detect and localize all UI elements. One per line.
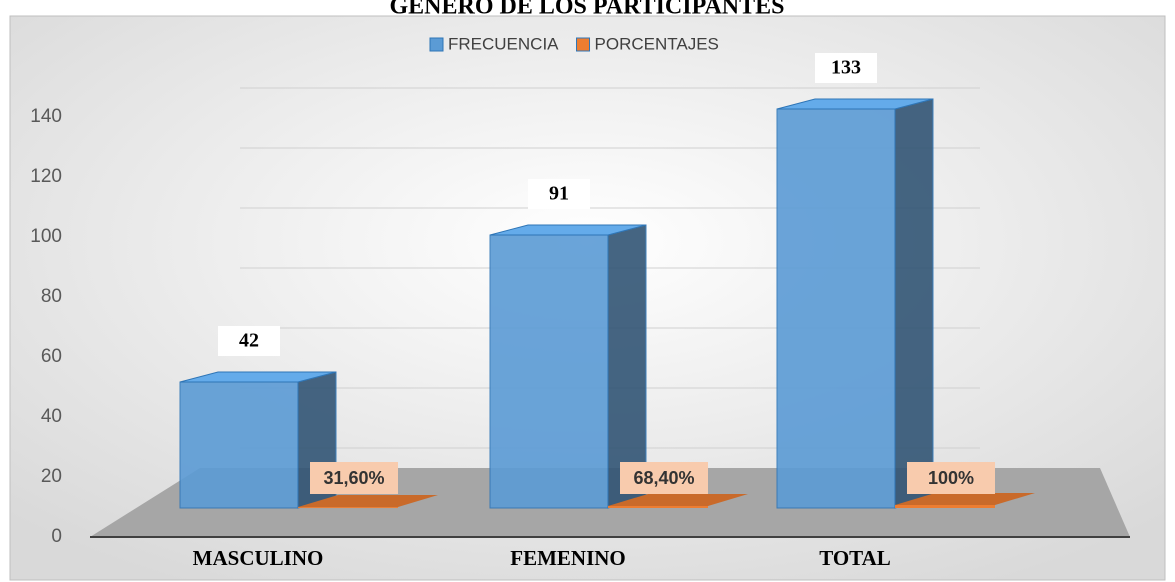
value-label-box <box>218 326 280 356</box>
value-label-box <box>310 462 398 494</box>
bar-top <box>298 495 438 508</box>
bar-top <box>895 493 1035 505</box>
value-label: 100% <box>928 468 974 488</box>
bar <box>298 507 398 509</box>
value-label-box <box>907 462 995 494</box>
y-tick-label: 60 <box>41 346 62 367</box>
bar <box>608 505 708 508</box>
bar-side <box>894 98 934 509</box>
bar <box>895 505 995 508</box>
x-tick-label: FEMENINO <box>510 546 626 570</box>
value-label: 68,40% <box>633 468 694 488</box>
y-tick-label: 40 <box>41 406 62 427</box>
bar-top <box>608 493 748 506</box>
value-label: 42 <box>239 330 259 352</box>
value-label-box <box>620 462 708 494</box>
bar <box>489 234 609 509</box>
x-tick-label: MASCULINO <box>193 546 324 570</box>
y-tick-label: 80 <box>41 286 62 307</box>
legend-swatch <box>429 37 444 52</box>
y-tick-label: 120 <box>30 166 62 187</box>
y-tick-label: 140 <box>30 106 62 127</box>
legend-label: FRECUENCIA <box>448 34 559 53</box>
y-tick-label: 100 <box>30 226 62 247</box>
bar <box>179 381 299 509</box>
value-label: 31,60% <box>323 468 384 488</box>
y-tick-label: 20 <box>41 466 62 487</box>
value-label-box <box>815 53 877 83</box>
y-tick-label: 0 <box>51 526 62 547</box>
legend-label: PORCENTAJES <box>595 34 719 53</box>
legend-swatch <box>576 37 591 52</box>
value-label: 91 <box>549 183 569 205</box>
x-tick-label: TOTAL <box>819 546 891 570</box>
bar <box>776 108 896 509</box>
chart-title: GÉNERO DE LOS PARTICIPANTES <box>389 0 784 20</box>
value-label: 133 <box>831 57 861 79</box>
value-label-box <box>528 179 590 209</box>
